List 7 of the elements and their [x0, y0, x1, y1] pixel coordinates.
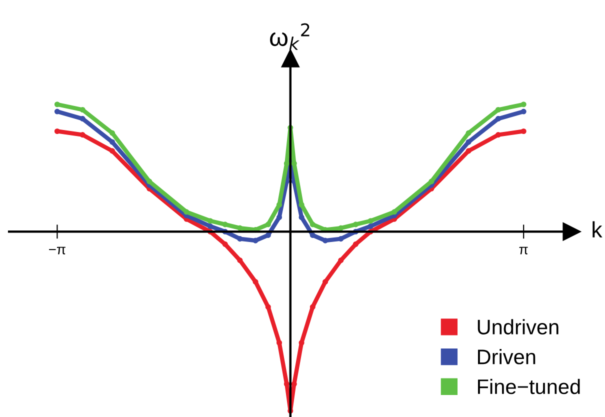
legend-label: Undriven — [478, 319, 558, 334]
x-tick-label: −π — [49, 246, 66, 254]
y-axis-title: ω$_{k}$$^{2}$ — [270, 23, 310, 50]
x-axis-title: k — [592, 221, 602, 238]
legend-label: Fine−tuned — [478, 378, 580, 394]
x-tick-label: π — [519, 246, 528, 254]
legend-label: Driven — [478, 348, 536, 364]
